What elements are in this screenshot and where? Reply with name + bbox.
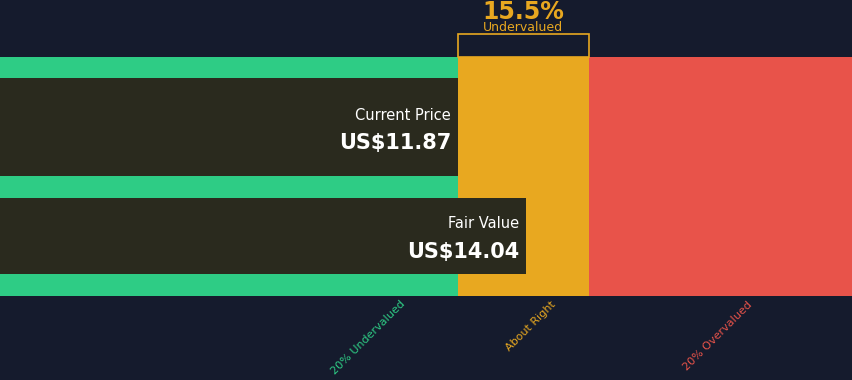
Bar	[588, 57, 852, 296]
Bar	[458, 57, 588, 296]
Text: 20% Overvalued: 20% Overvalued	[681, 299, 753, 372]
Text: 15.5%: 15.5%	[482, 0, 563, 24]
Bar	[0, 274, 458, 296]
Bar	[0, 57, 458, 78]
Text: US$14.04: US$14.04	[406, 242, 519, 262]
Text: Fair Value: Fair Value	[447, 217, 519, 231]
Bar	[0, 198, 458, 274]
Bar	[0, 57, 458, 296]
Bar	[0, 78, 458, 176]
Text: Undervalued: Undervalued	[483, 21, 562, 35]
Bar	[0, 78, 458, 176]
Bar	[0, 176, 458, 198]
Bar	[458, 34, 588, 57]
Text: US$11.87: US$11.87	[338, 133, 451, 154]
Text: 20% Undervalued: 20% Undervalued	[330, 299, 407, 377]
Text: About Right: About Right	[504, 299, 556, 353]
Bar	[0, 198, 526, 274]
Text: Current Price: Current Price	[355, 108, 451, 123]
